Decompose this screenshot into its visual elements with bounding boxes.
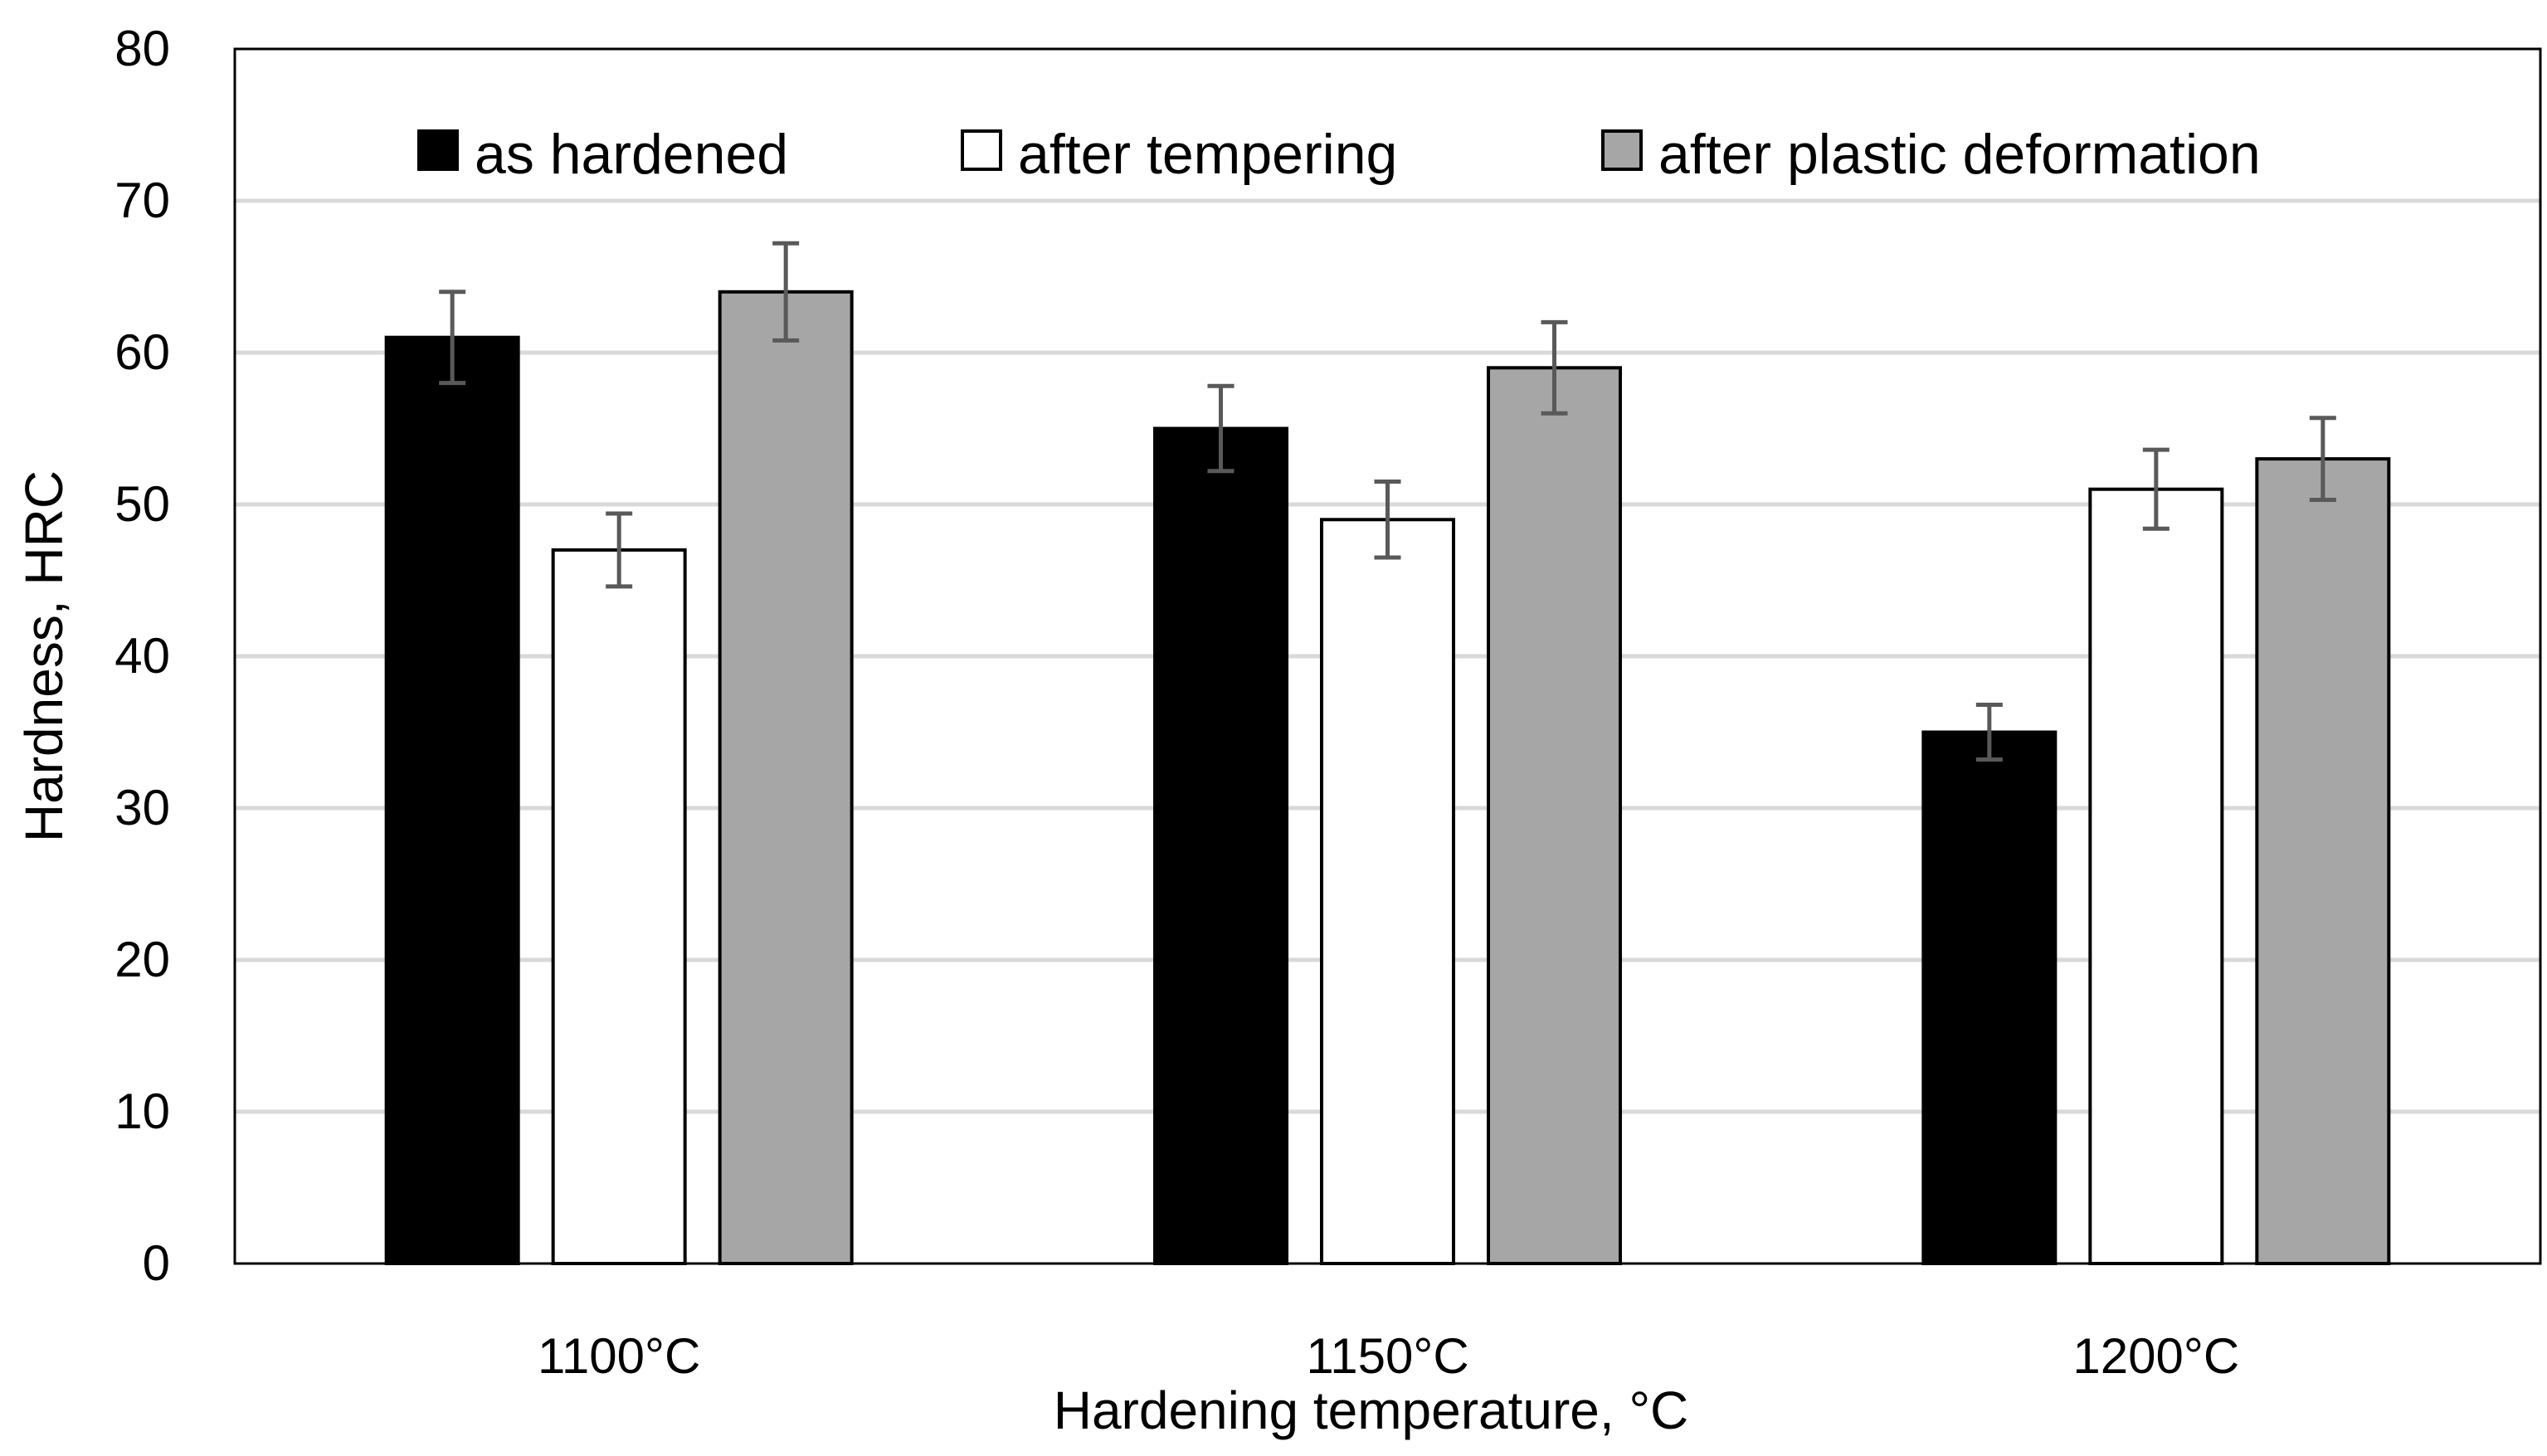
bar-after-plastic-deformation-1 <box>1487 366 1622 1265</box>
legend-item-as-hardened: as hardened <box>417 123 788 186</box>
bar-as-hardened-1 <box>1153 426 1288 1265</box>
bar-after-tempering-2 <box>2088 487 2224 1265</box>
y-tick-label: 70 <box>114 173 170 228</box>
bar-as-hardened-2 <box>1921 730 2058 1265</box>
y-tick-label: 10 <box>114 1083 170 1139</box>
legend-label: as hardened <box>475 123 788 186</box>
y-tick-label: 30 <box>114 780 170 835</box>
legend-item-after-tempering: after tempering <box>961 123 1397 186</box>
y-tick-labels: 0 10 20 30 40 50 60 70 80 <box>114 21 170 1291</box>
bar-as-hardened-0 <box>384 335 520 1266</box>
legend-label: after tempering <box>1018 123 1397 186</box>
error-bars <box>439 241 2336 762</box>
legend-label: after plastic deformation <box>1658 123 2261 186</box>
legend-item-after-plastic-deformation: after plastic deformation <box>1601 123 2261 186</box>
x-tick-label: 1200°C <box>2072 1328 2239 1384</box>
bar-after-plastic-deformation-0 <box>718 290 854 1265</box>
y-tick-label: 80 <box>114 21 170 76</box>
y-tick-label: 50 <box>114 476 170 532</box>
bar-after-plastic-deformation-2 <box>2255 457 2391 1265</box>
legend: as hardened after tempering after plastic … <box>417 123 2261 186</box>
y-tick-label: 60 <box>114 324 170 380</box>
legend-swatch <box>961 129 1002 171</box>
y-tick-label: 0 <box>143 1235 170 1291</box>
x-tick-label: 1150°C <box>1306 1328 1468 1384</box>
bar-after-tempering-1 <box>1320 518 1455 1265</box>
plot-frame <box>233 47 2542 1265</box>
x-tick-label: 1100°C <box>538 1328 700 1384</box>
y-tick-label: 40 <box>114 628 170 684</box>
legend-swatch <box>417 129 459 171</box>
y-axis-title: Hardness, HRC <box>14 470 74 842</box>
bar-after-tempering-0 <box>551 548 687 1265</box>
x-tick-labels: 1100°C 1150°C 1200°C <box>538 1328 2239 1384</box>
bars <box>384 290 2391 1266</box>
y-tick-label: 20 <box>114 932 170 987</box>
legend-swatch <box>1601 129 1643 171</box>
x-axis-title: Hardening temperature, °C <box>1054 1381 1689 1440</box>
